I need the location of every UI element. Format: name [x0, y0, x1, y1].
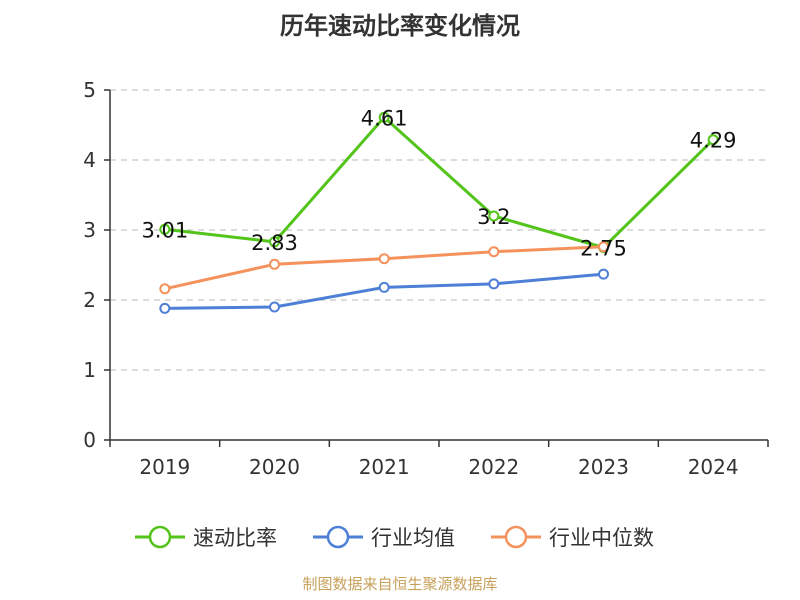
data-point — [488, 210, 500, 222]
legend-label[interactable]: 行业中位数 — [549, 526, 654, 550]
data-point — [488, 246, 500, 258]
x-tick-label: 2024 — [688, 455, 739, 479]
data-point — [598, 241, 609, 253]
y-tick-label: 5 — [83, 78, 96, 102]
data-point — [269, 258, 280, 270]
y-tick-label: 4 — [83, 148, 96, 172]
y-tick-label: 1 — [83, 358, 96, 382]
data-point — [378, 253, 390, 265]
series-lines — [159, 111, 719, 314]
x-tick-label: 2021 — [359, 455, 410, 479]
data-label: 3.01 — [141, 218, 188, 242]
data-point — [378, 111, 390, 123]
axes: 0 1 2 3 4 5 2019 2020 2021 2022 2023 2024 — [83, 78, 769, 479]
data-label: 2.75 — [580, 237, 627, 261]
data-point — [269, 301, 280, 313]
data-label: 3.2 — [477, 205, 510, 229]
x-tick-label: 2019 — [139, 455, 190, 479]
data-point — [159, 283, 171, 295]
y-tick-label: 0 — [83, 428, 96, 452]
data-label: 2.83 — [251, 231, 298, 255]
data-label: 4.61 — [361, 106, 408, 130]
y-tick-label: 3 — [83, 218, 96, 242]
data-point — [269, 236, 280, 248]
series-line — [164, 115, 715, 249]
legend-label[interactable]: 速动比率 — [193, 526, 277, 550]
data-point — [159, 302, 171, 314]
source-note: 制图数据来自恒生聚源数据库 — [302, 575, 498, 593]
chart-title: 历年速动比率变化情况 — [280, 12, 520, 40]
data-point — [159, 223, 171, 235]
data-point — [598, 268, 609, 280]
data-label: 4.29 — [690, 129, 737, 153]
gridlines — [110, 89, 768, 371]
data-point — [378, 281, 390, 293]
data-point — [488, 278, 500, 290]
legend-marker — [148, 525, 172, 549]
data-labels: 3.01 2.83 4.61 3.2 2.75 4.29 — [141, 106, 736, 260]
legend-label[interactable]: 行业均值 — [371, 526, 455, 550]
x-tick-label: 2023 — [578, 455, 629, 479]
y-tick-label: 2 — [83, 288, 96, 312]
data-point — [707, 134, 719, 146]
legend: 速动比率 行业均值 行业中位数 — [135, 525, 654, 550]
legend-marker — [326, 525, 350, 549]
legend-marker — [504, 525, 528, 549]
x-tick-label: 2022 — [468, 455, 519, 479]
x-tick-label: 2020 — [249, 455, 300, 479]
